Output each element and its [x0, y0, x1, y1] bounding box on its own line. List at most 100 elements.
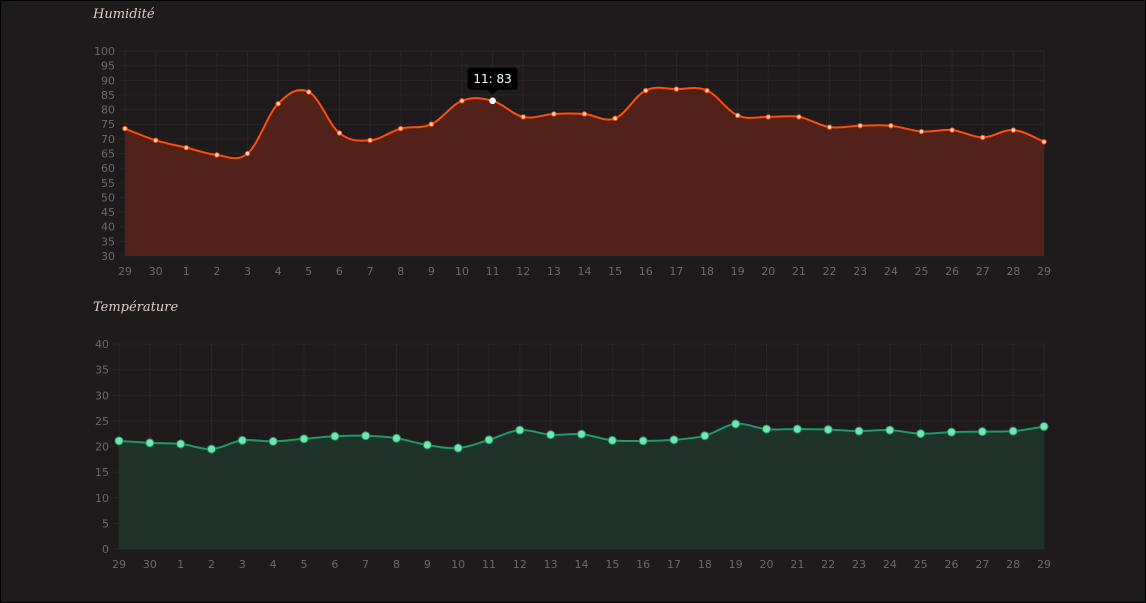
temperature-x-tick-label: 2 — [208, 558, 215, 571]
humidity-x-tick-label: 5 — [305, 265, 312, 278]
humidity-x-tick-label: 24 — [884, 265, 898, 278]
temperature-data-point — [1039, 422, 1049, 432]
temperature-x-tick-label: 3 — [239, 558, 246, 571]
humidity-tooltip-box — [467, 67, 518, 90]
humidity-data-point — [918, 128, 925, 135]
humidity-x-tick-label: 18 — [700, 265, 714, 278]
humidity-y-tick-label: 35 — [101, 235, 115, 248]
humidity-data-point — [214, 152, 220, 158]
humidity-x-tick-label: 11 — [486, 265, 500, 278]
humidity-x-tick-label: 23 — [853, 265, 867, 278]
humidity-x-tick-label: 4 — [275, 265, 282, 278]
humidity-highlighted-data-point — [489, 97, 496, 105]
humidity-x-tick-label: 20 — [761, 265, 775, 278]
humidity-x-tick-label: 29 — [118, 265, 132, 278]
humidity-tooltip: 11: 83 — [467, 67, 518, 95]
temperature-data-point — [330, 431, 340, 441]
humidity-area-fill — [125, 87, 1044, 257]
humidity-x-tick-label: 17 — [669, 265, 683, 278]
temperature-data-point — [700, 431, 710, 441]
temperature-y-tick-label: 20 — [95, 441, 109, 454]
humidity-data-point — [1010, 127, 1017, 133]
humidity-data-point — [306, 89, 312, 95]
humidity-data-point — [551, 111, 557, 117]
temperature-data-point — [268, 436, 278, 446]
temperature-x-tick-label: 9 — [424, 558, 431, 571]
humidity-data-point — [336, 130, 343, 136]
humidity-x-tick-label: 15 — [608, 265, 622, 278]
humidity-data-point — [244, 150, 251, 157]
humidity-data-point — [275, 101, 281, 107]
humidity-data-point — [367, 137, 373, 144]
temperature-data-point — [299, 434, 309, 444]
temperature-x-tick-label: 27 — [975, 558, 989, 571]
temperature-x-tick-label: 22 — [821, 558, 835, 571]
temperature-data-point — [515, 425, 525, 435]
temperature-x-tick-label: 23 — [852, 558, 866, 571]
humidity-x-tick-label: 14 — [578, 265, 592, 278]
temperature-data-point — [916, 429, 926, 439]
temperature-data-point — [392, 433, 401, 443]
temperature-x-tick-label: 29 — [112, 558, 126, 571]
temperature-y-tick-label: 25 — [95, 415, 109, 428]
humidity-data-point — [888, 122, 894, 129]
humidity-data-point — [734, 112, 741, 119]
humidity-y-tick-label: 45 — [101, 206, 115, 219]
humidity-y-tick-label: 55 — [101, 177, 115, 190]
temperature-x-tick-label: 8 — [393, 558, 400, 571]
humidity-y-tick-label: 70 — [101, 133, 115, 146]
humidity-y-tick-label: 75 — [101, 118, 115, 131]
temperature-y-tick-label: 0 — [102, 543, 109, 556]
humidity-x-tick-label: 6 — [336, 265, 343, 278]
temperature-data-point — [731, 419, 741, 429]
temperature-data-point — [762, 424, 771, 434]
temperature-x-tick-label: 30 — [143, 558, 157, 571]
temperature-x-tick-label: 4 — [270, 558, 277, 571]
temperature-x-tick-label: 6 — [331, 558, 338, 571]
temperature-x-tick-label: 1 — [177, 558, 184, 571]
humidity-data-point — [459, 98, 465, 104]
humidity-y-tick-label: 30 — [101, 250, 115, 263]
temperature-data-point — [176, 439, 186, 449]
humidity-data-point — [183, 144, 189, 151]
temperature-data-point — [977, 427, 987, 437]
humidity-x-tick-label: 29 — [1037, 265, 1051, 278]
humidity-y-tick-label: 50 — [101, 191, 115, 204]
humidity-y-tick-label: 90 — [101, 74, 115, 87]
humidity-tooltip-text: 11: 83 — [473, 72, 511, 86]
humidity-data-point — [980, 134, 986, 141]
temperature-x-tick-label: 18 — [698, 558, 712, 571]
temperature-x-tick-label: 24 — [883, 558, 897, 571]
humidity-data-point — [826, 124, 833, 130]
temperature-x-tick-label: 13 — [544, 558, 558, 571]
temperature-area-fill — [119, 423, 1044, 549]
temperature-data-point — [145, 438, 155, 448]
temperature-y-tick-label: 15 — [95, 466, 109, 479]
temperature-data-point — [792, 424, 802, 434]
humidity-data-point — [765, 114, 771, 120]
humidity-data-point — [581, 111, 588, 117]
humidity-data-point — [857, 122, 863, 129]
humidity-y-tick-label: 65 — [101, 148, 115, 161]
humidity-x-tick-label: 3 — [244, 265, 251, 278]
humidity-x-tick-label: 10 — [455, 265, 469, 278]
temperature-x-tick-label: 5 — [301, 558, 308, 571]
humidity-x-tick-label: 16 — [639, 265, 653, 278]
temperature-data-point — [114, 436, 124, 446]
humidity-data-point — [122, 125, 128, 132]
temperature-data-point — [207, 444, 216, 454]
humidity-x-tick-label: 19 — [731, 265, 745, 278]
humidity-data-point — [643, 87, 649, 94]
humidity-data-point — [704, 87, 710, 94]
humidity-data-point — [1041, 139, 1047, 145]
temperature-data-point — [237, 435, 247, 445]
humidity-y-tick-label: 95 — [101, 60, 115, 73]
humidity-y-tick-label: 40 — [101, 221, 115, 234]
temperature-x-tick-label: 19 — [729, 558, 743, 571]
temperature-x-tick-label: 14 — [575, 558, 589, 571]
temperature-x-tick-label: 26 — [945, 558, 959, 571]
humidity-y-tick-label: 60 — [101, 162, 115, 175]
temperature-y-tick-label: 10 — [95, 492, 109, 505]
